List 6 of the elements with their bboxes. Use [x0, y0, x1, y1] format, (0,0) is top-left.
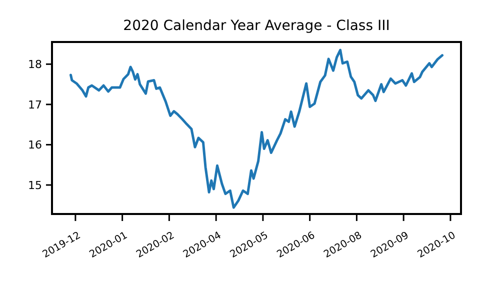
y-tick-label: 16 [28, 138, 42, 152]
y-tick-label: 17 [28, 98, 42, 112]
chart-title: 2020 Calendar Year Average - Class III [123, 18, 390, 34]
y-tick-label: 15 [28, 178, 42, 192]
y-tick-label: 18 [28, 58, 42, 72]
line-series [70, 48, 444, 209]
